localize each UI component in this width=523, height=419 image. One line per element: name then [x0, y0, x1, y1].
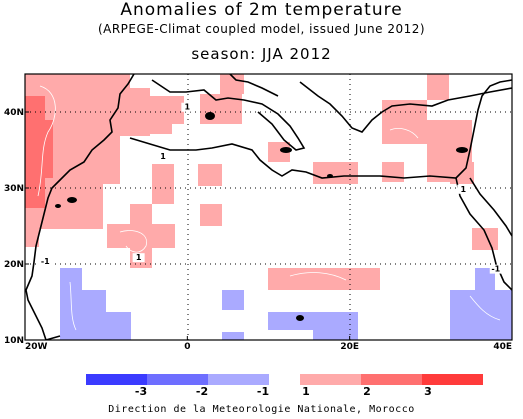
warm-cell: [25, 229, 39, 247]
warm-cell-strong: [45, 120, 53, 178]
cold-cell: [222, 290, 244, 310]
legend-swatch: [422, 374, 483, 385]
warm-cell: [107, 224, 175, 248]
warm-cell: [358, 268, 380, 290]
contour-label-bg: [132, 253, 145, 263]
warm-cell: [130, 204, 152, 226]
coastlines: [25, 74, 512, 340]
x-tick-label: 0: [184, 342, 190, 352]
contour-label-bg: [489, 264, 502, 274]
warm-cell: [268, 268, 380, 290]
inner-contours: [37, 85, 501, 331]
warm-cell: [313, 162, 358, 184]
contour-label: -1: [491, 265, 500, 274]
color-legend: -3 -2 -1 1 2 3: [86, 374, 483, 398]
map-frame: [24, 73, 513, 341]
contour-label: 1: [185, 103, 191, 112]
map-subtitle: (ARPEGE-Climat coupled model, issued Jun…: [97, 22, 426, 36]
map-title: Anomalies of 2m temperature: [120, 0, 403, 20]
cold-cell: [222, 332, 244, 340]
contour-label: 1: [461, 185, 467, 194]
islands: [55, 112, 468, 321]
contour-label: 1: [160, 152, 166, 161]
grid-lines: [25, 74, 512, 340]
warm-cell: [382, 162, 404, 182]
warm-cell: [472, 228, 498, 250]
cold-cell: [313, 312, 358, 340]
legend-swatch: [361, 374, 422, 385]
cold-cell: [106, 312, 131, 340]
warm-cell: [382, 100, 427, 144]
warm-cell: [200, 204, 222, 226]
legend-label: 2: [363, 385, 371, 398]
legend-label: -2: [196, 385, 208, 398]
warm-cell: [427, 74, 449, 100]
anomaly-cells: [25, 74, 512, 340]
contour-label-bg: [181, 102, 194, 112]
contour-labels: 1 1 1 -1 1 -1: [39, 102, 502, 274]
legend-swatch: [208, 374, 269, 385]
y-tick-label: 40N: [4, 108, 24, 118]
y-tick-label: 10N: [4, 336, 24, 346]
cold-cell: [268, 312, 313, 330]
legend-label: -1: [257, 385, 269, 398]
cold-cell: [450, 290, 512, 340]
warm-cell-strong: [25, 96, 45, 208]
legend-label: -3: [135, 385, 147, 398]
cold-cell: [82, 290, 106, 340]
contour-label: 1: [136, 253, 142, 262]
footer-credit: Direction de la Meteorologie Nationale, …: [108, 404, 415, 415]
map-axes: 20W 0 20E 40E 10N 20N 30N 40N: [4, 108, 513, 352]
x-tick-label: 20W: [25, 342, 48, 352]
warm-cell: [150, 96, 172, 134]
contour-label-bg: [156, 152, 169, 162]
season-label: season: JJA 2012: [191, 45, 332, 63]
warm-cell: [152, 164, 174, 204]
warm-cell: [172, 96, 184, 124]
y-tick-label: 20N: [4, 260, 24, 270]
contour-label-bg: [39, 257, 52, 266]
legend-swatch: [86, 374, 147, 385]
x-tick-label: 40E: [493, 342, 512, 352]
legend-swatch: [300, 374, 361, 385]
contour-label: -1: [41, 257, 50, 266]
legend-label: 3: [424, 385, 432, 398]
x-tick-label: 20E: [340, 342, 359, 352]
warm-cell: [268, 142, 290, 162]
warm-cell: [198, 164, 222, 186]
legend-label: 1: [302, 385, 310, 398]
legend-swatch: [147, 374, 208, 385]
y-tick-label: 30N: [4, 184, 24, 194]
contour-label-bg: [457, 184, 470, 194]
warm-cell: [220, 74, 244, 94]
